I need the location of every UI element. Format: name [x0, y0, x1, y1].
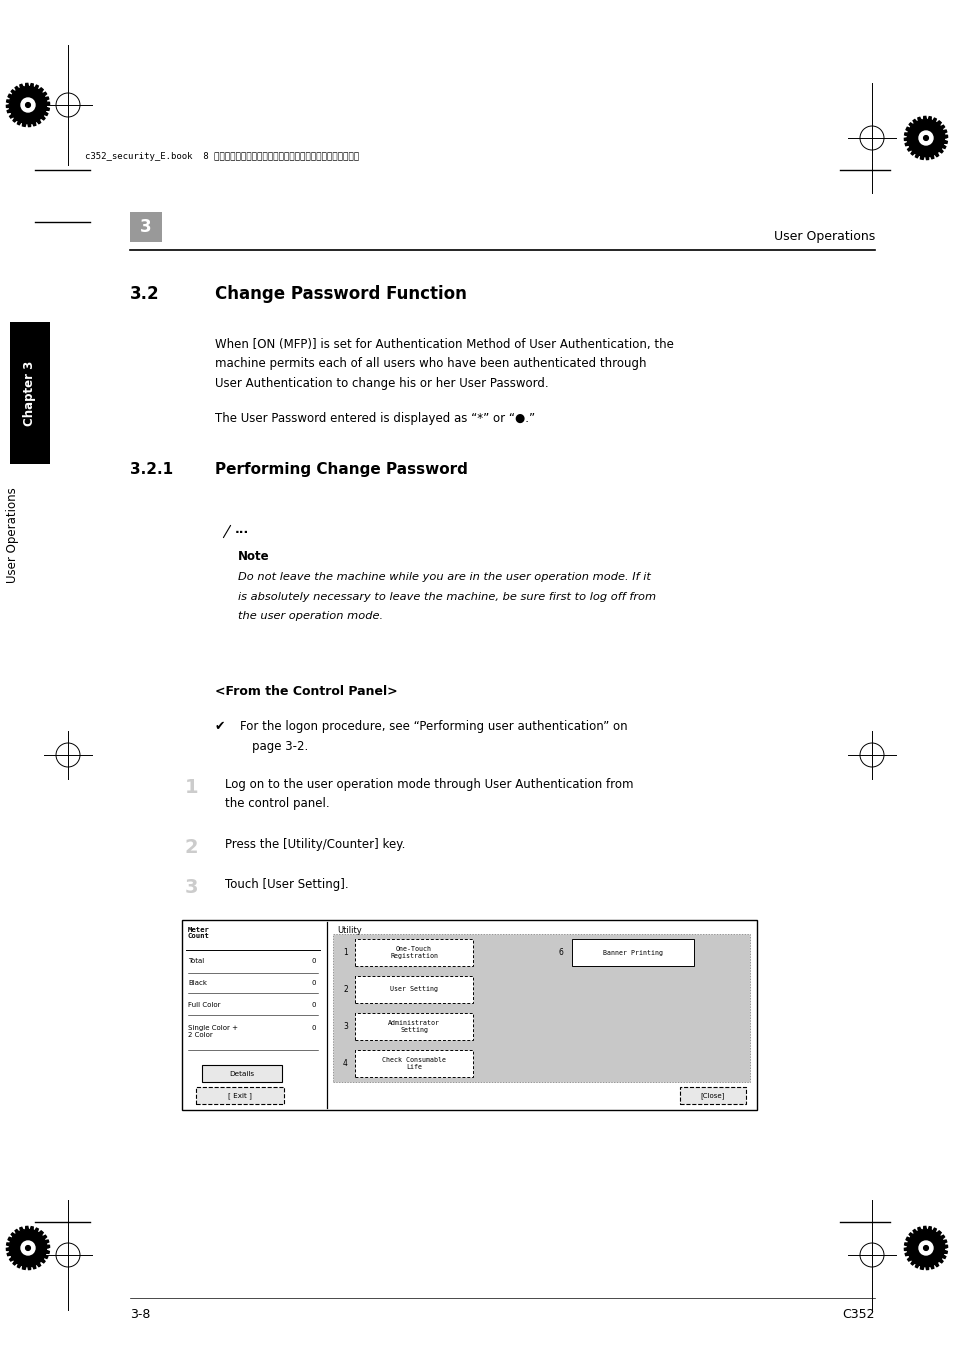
Circle shape — [21, 99, 35, 112]
Text: [Close]: [Close] — [700, 1092, 724, 1099]
Text: Full Color: Full Color — [188, 1002, 220, 1008]
FancyBboxPatch shape — [572, 940, 694, 965]
Text: 1: 1 — [343, 948, 348, 957]
Text: is absolutely necessary to leave the machine, be sure first to log off from: is absolutely necessary to leave the mac… — [237, 591, 656, 602]
Text: Press the [Utility/Counter] key.: Press the [Utility/Counter] key. — [225, 838, 405, 850]
Circle shape — [923, 135, 927, 140]
FancyBboxPatch shape — [130, 212, 162, 242]
Text: 0: 0 — [312, 980, 315, 986]
Text: Touch [User Setting].: Touch [User Setting]. — [225, 878, 348, 891]
Text: One-Touch
Registration: One-Touch Registration — [390, 946, 437, 958]
Text: Log on to the user operation mode through User Authentication from: Log on to the user operation mode throug… — [225, 778, 633, 791]
Circle shape — [21, 1241, 35, 1256]
Text: The User Password entered is displayed as “*” or “●.”: The User Password entered is displayed a… — [214, 412, 535, 425]
FancyBboxPatch shape — [10, 323, 50, 464]
Text: page 3-2.: page 3-2. — [252, 740, 308, 753]
Text: Chapter 3: Chapter 3 — [24, 360, 36, 425]
Text: 3: 3 — [140, 217, 152, 236]
Text: the user operation mode.: the user operation mode. — [237, 612, 383, 621]
Text: ✔: ✔ — [214, 720, 225, 733]
Text: Black: Black — [188, 980, 207, 986]
Text: User Operations: User Operations — [7, 487, 19, 583]
FancyBboxPatch shape — [355, 1014, 473, 1040]
Text: 3.2.1: 3.2.1 — [130, 462, 172, 477]
FancyBboxPatch shape — [355, 976, 473, 1003]
Text: C352: C352 — [841, 1308, 874, 1322]
Text: Administrator
Setting: Administrator Setting — [388, 1021, 439, 1033]
Text: User Setting: User Setting — [390, 987, 437, 992]
FancyBboxPatch shape — [195, 1087, 284, 1104]
FancyBboxPatch shape — [333, 934, 749, 1081]
FancyBboxPatch shape — [679, 1087, 745, 1104]
Text: Utility: Utility — [336, 926, 361, 936]
Text: Note: Note — [237, 549, 270, 563]
Text: 3.2: 3.2 — [130, 285, 159, 302]
Polygon shape — [903, 1226, 946, 1269]
Text: 6: 6 — [558, 948, 562, 957]
FancyBboxPatch shape — [202, 1065, 282, 1081]
Polygon shape — [903, 116, 946, 159]
Text: Do not leave the machine while you are in the user operation mode. If it: Do not leave the machine while you are i… — [237, 572, 650, 582]
Text: 0: 0 — [312, 1002, 315, 1008]
Text: Total: Total — [188, 958, 204, 964]
Text: 3: 3 — [185, 878, 198, 896]
Polygon shape — [7, 1226, 50, 1269]
Circle shape — [26, 1246, 30, 1250]
Text: 0: 0 — [312, 1025, 315, 1031]
Circle shape — [918, 131, 932, 144]
Text: c352_security_E.book  8 ページ　２００７年４月１１日　水曜日　午前１０時５２分: c352_security_E.book 8 ページ ２００７年４月１１日 水曜… — [85, 153, 358, 161]
Text: Details: Details — [230, 1071, 254, 1076]
Circle shape — [923, 1246, 927, 1250]
Text: 2: 2 — [343, 986, 348, 994]
Text: 2: 2 — [185, 838, 198, 857]
Text: Banner Printing: Banner Printing — [602, 949, 662, 956]
FancyBboxPatch shape — [355, 1050, 473, 1077]
Text: Performing Change Password: Performing Change Password — [214, 462, 467, 477]
Text: For the logon procedure, see “Performing user authentication” on: For the logon procedure, see “Performing… — [240, 720, 627, 733]
Circle shape — [26, 103, 30, 108]
Text: When [ON (MFP)] is set for Authentication Method of User Authentication, the: When [ON (MFP)] is set for Authenticatio… — [214, 338, 673, 351]
Text: 3-8: 3-8 — [130, 1308, 151, 1322]
FancyBboxPatch shape — [355, 940, 473, 965]
Text: 1: 1 — [185, 778, 198, 796]
Polygon shape — [7, 84, 50, 127]
Text: [ Exit ]: [ Exit ] — [228, 1092, 252, 1099]
Text: 3: 3 — [343, 1022, 348, 1031]
Text: Check Consumable
Life: Check Consumable Life — [381, 1057, 446, 1071]
Text: the control panel.: the control panel. — [225, 798, 330, 810]
Text: 4: 4 — [343, 1058, 348, 1068]
Text: ...: ... — [234, 522, 249, 536]
Circle shape — [918, 1241, 932, 1256]
FancyBboxPatch shape — [182, 919, 757, 1110]
Text: Single Color +
2 Color: Single Color + 2 Color — [188, 1025, 237, 1038]
Text: User Operations: User Operations — [773, 230, 874, 243]
Text: User Authentication to change his or her User Password.: User Authentication to change his or her… — [214, 377, 548, 390]
Text: Meter
Count: Meter Count — [188, 927, 210, 940]
Text: Change Password Function: Change Password Function — [214, 285, 466, 302]
Text: <From the Control Panel>: <From the Control Panel> — [214, 684, 397, 698]
Text: machine permits each of all users who have been authenticated through: machine permits each of all users who ha… — [214, 358, 646, 370]
Text: 0: 0 — [312, 958, 315, 964]
